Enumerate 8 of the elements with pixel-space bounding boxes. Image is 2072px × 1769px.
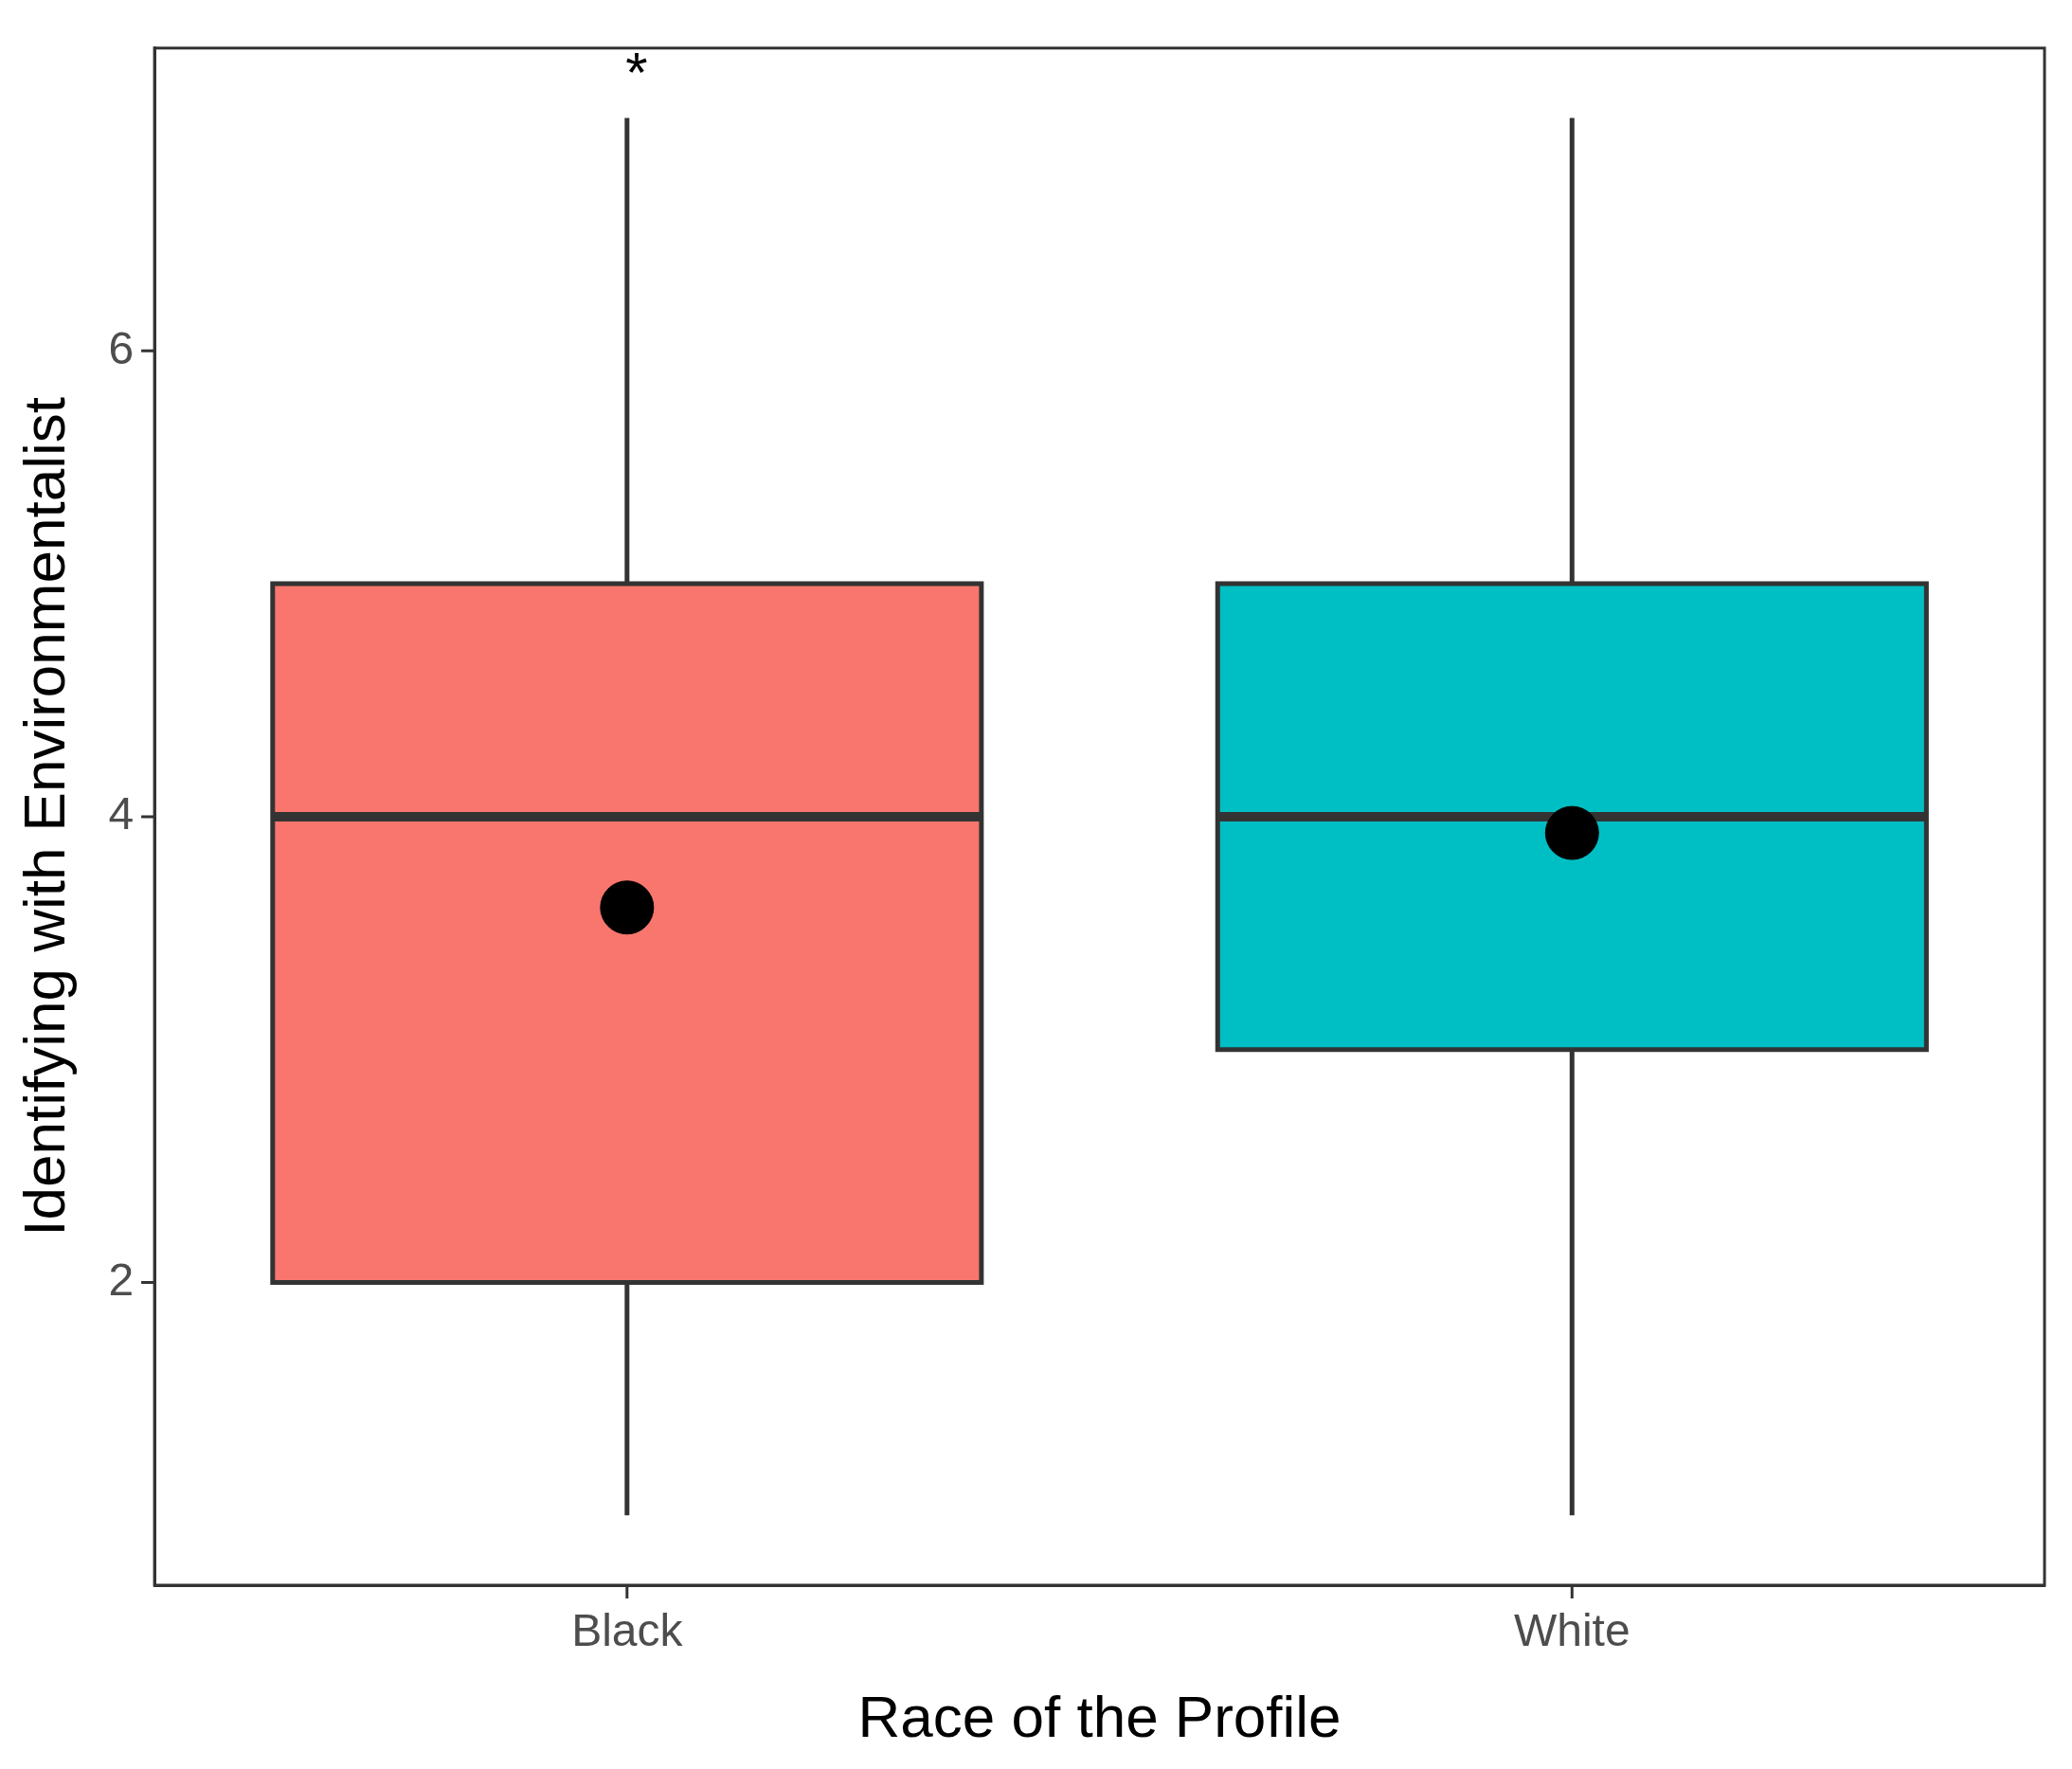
x-axis-title: Race of the Profile [857, 1683, 1342, 1749]
y-tick-label: 2 [108, 1254, 135, 1305]
y-tick-label: 6 [108, 322, 135, 373]
y-axis-title: Identifying with Environmentalist [11, 397, 78, 1236]
x-tick-label: White [1513, 1605, 1631, 1656]
x-tick-label: Black [571, 1605, 684, 1656]
y-tick-label: 4 [108, 788, 135, 839]
annotation: * [625, 41, 648, 105]
